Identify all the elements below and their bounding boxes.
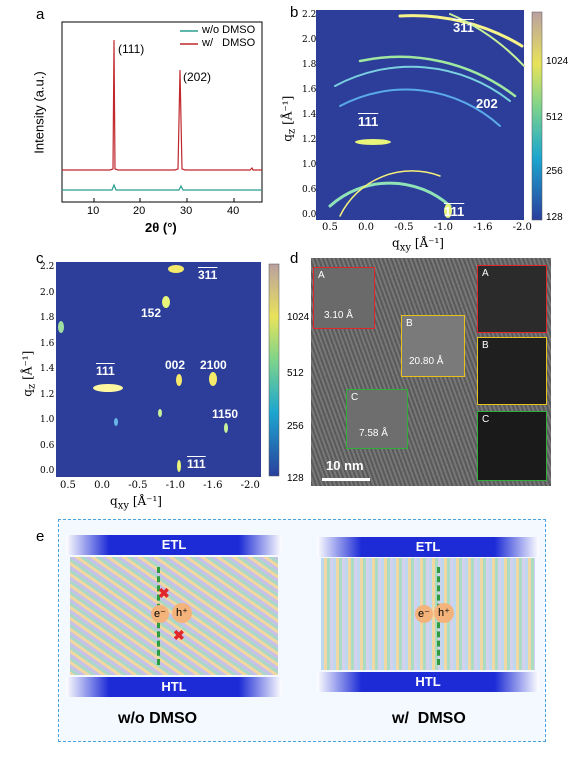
panel-a-ylabel: Intensity (a.u.) xyxy=(31,71,47,154)
panel-b-colorbar xyxy=(531,11,543,221)
fft-inset-c: C xyxy=(477,411,547,481)
scalebar-label: 10 nm xyxy=(326,458,364,473)
ring-label-311: 311 xyxy=(453,20,474,35)
spot-label-111: 111 xyxy=(96,364,115,378)
b-xtick: 0.5 xyxy=(322,222,338,233)
ring-label-111-upper: 111 xyxy=(358,114,379,129)
left-hole: h⁺ xyxy=(172,603,192,623)
panel-e-label: e xyxy=(36,528,45,545)
ring-label-202: 202 xyxy=(476,96,498,111)
panel-b-ylabel: qz [Å⁻¹] xyxy=(280,95,298,142)
panel-b-cbar-256: 256 xyxy=(546,166,563,177)
b-xtick: 0.0 xyxy=(358,222,374,233)
hrtem-box-a: A 3.10 Å xyxy=(313,267,375,329)
fft-inset-b: B xyxy=(477,337,547,405)
right-htl-bar: HTL xyxy=(317,672,539,692)
panel-c-yticks: 2.2 2.0 1.8 1.6 1.4 1.2 1.0 0.6 0.0 xyxy=(40,262,55,476)
right-etl-bar: ETL xyxy=(317,537,539,557)
panel-c-cbar-1024: 1024 xyxy=(287,312,310,323)
panel-a-xlabel: 2θ (°) xyxy=(145,220,177,235)
panel-a-xtick-10: 10 xyxy=(87,205,100,217)
spot-label-311: 311 xyxy=(198,268,218,282)
left-block-mark-top: ✖ xyxy=(158,585,170,601)
panel-c-xticks: 0.5 0.0 -0.5 -1.0 -1.6 -2.0 xyxy=(60,480,260,491)
panel-b-cbar-1024: 1024 xyxy=(546,56,569,67)
scalebar-line xyxy=(322,478,370,481)
right-electron: e⁻ xyxy=(415,605,433,623)
xrd-trace-with-dmso xyxy=(62,39,262,171)
b-xtick: -1.0 xyxy=(433,222,453,233)
right-title: w/ DMSO xyxy=(392,710,466,727)
panel-c-ylabel: qz [Å⁻¹] xyxy=(20,350,38,397)
left-etl-bar: ETL xyxy=(66,535,282,555)
b-xtick: -1.6 xyxy=(473,222,493,233)
fft-inset-a: A xyxy=(477,265,547,333)
panel-b-yticks: 2.2 2.0 1.8 1.6 1.4 1.2 1.0 0.6 0.0 xyxy=(302,10,317,220)
panel-a-xtick-40: 40 xyxy=(227,205,240,217)
panel-b-spot xyxy=(355,139,391,145)
panel-d-label: d xyxy=(290,250,299,267)
left-block-mark-bottom: ✖ xyxy=(173,627,185,643)
spot-label-1150: 1150 xyxy=(212,407,239,421)
panel-c-cbar-512: 512 xyxy=(287,368,304,379)
panel-c-giwaxs-map xyxy=(56,262,280,477)
spot-label-152: 152 xyxy=(141,306,162,320)
ring-label-111-lower: 111 xyxy=(444,204,465,219)
panel-b-map-background xyxy=(316,10,524,220)
spot-label-2100: 2100 xyxy=(200,358,227,372)
panel-c-label: c xyxy=(36,250,44,267)
panel-b-cbar-128: 128 xyxy=(546,212,563,223)
spot-label-111-lower: 111 xyxy=(187,457,206,471)
panel-c-xlabel: qxy [Å⁻¹] xyxy=(110,494,162,512)
left-electron: e⁻ xyxy=(151,605,169,623)
panel-b-cbar-512: 512 xyxy=(546,112,563,123)
panel-c-colorbar xyxy=(268,263,280,477)
panel-a-xtick-30: 30 xyxy=(180,205,193,217)
panel-b-giwaxs-map xyxy=(316,10,543,221)
hrtem-box-c: C 7.58 Å xyxy=(346,389,408,449)
peak-label-202: (202) xyxy=(183,70,212,84)
panel-c-cbar-128: 128 xyxy=(287,473,304,484)
b-xtick: -0.5 xyxy=(394,222,414,233)
panel-b-label: b xyxy=(290,4,299,21)
hrtem-box-b: B 20.80 Å xyxy=(401,315,465,377)
legend-label-with-dmso: w/ DMSO xyxy=(202,37,256,49)
panel-a-xtick-20: 20 xyxy=(133,205,146,217)
panel-a-label: a xyxy=(36,6,45,23)
panel-a-plot-frame xyxy=(61,21,263,203)
panel-c-map-background xyxy=(56,262,261,477)
spot-label-002: 002 xyxy=(165,358,186,372)
xrd-trace-without-dmso xyxy=(62,183,262,191)
peak-label-111: (111) xyxy=(118,42,145,56)
panel-c-cbar-256: 256 xyxy=(287,421,304,432)
panel-a-xrd-chart xyxy=(61,21,263,203)
panel-b-xticks: 0.5 0.0 -0.5 -1.0 -1.6 -2.0 xyxy=(322,222,532,233)
legend-label-without-dmso: w/o DMSO xyxy=(202,24,256,36)
b-xtick: -2.0 xyxy=(512,222,532,233)
left-htl-bar: HTL xyxy=(66,677,282,697)
left-title: w/o DMSO xyxy=(118,710,198,727)
panel-b-xlabel: qxy [Å⁻¹] xyxy=(392,236,444,254)
right-hole: h⁺ xyxy=(434,603,454,623)
